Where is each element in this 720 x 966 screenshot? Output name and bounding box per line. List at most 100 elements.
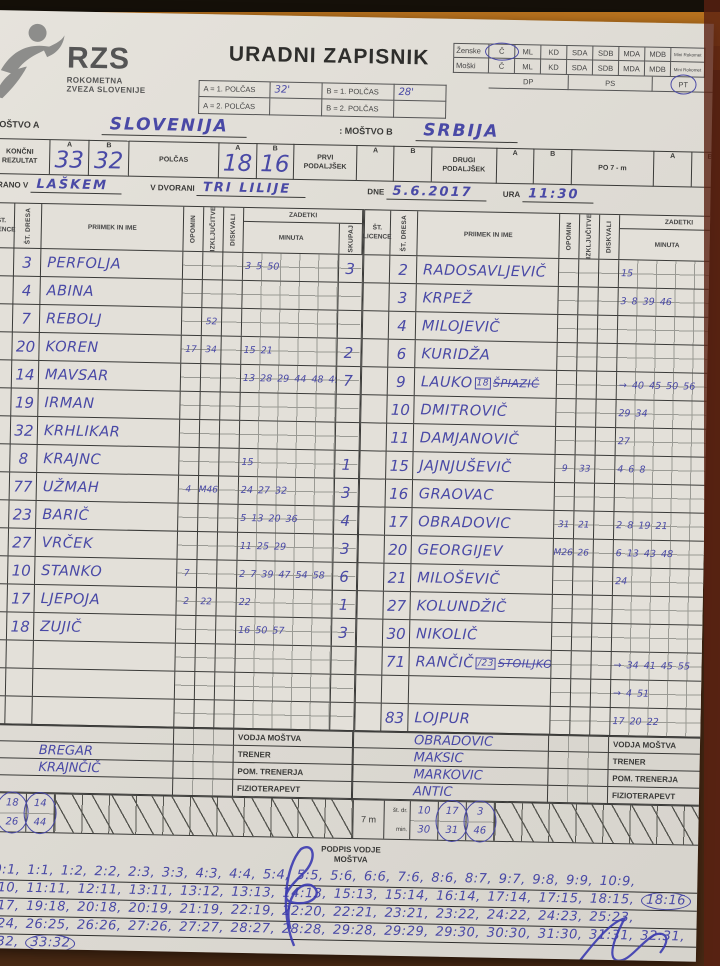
player-name: LOJPUR — [408, 704, 551, 734]
license-cell — [363, 283, 390, 311]
warning-cell — [174, 671, 196, 700]
disqualification-cell — [221, 336, 242, 364]
player-name: MILOŠEVIČ — [410, 564, 554, 594]
player-name: KOLUNDŽIČ — [410, 592, 553, 622]
goals-total — [708, 597, 714, 626]
goals-total — [713, 345, 714, 374]
disqualification-cell — [595, 455, 616, 484]
player-name: REBOLJ — [39, 304, 183, 335]
disqualification-cell — [594, 483, 616, 512]
license-cell — [0, 331, 13, 360]
handball-player-icon — [0, 23, 65, 99]
disqualification-cell — [216, 588, 237, 616]
suspension-cell — [200, 392, 221, 420]
jersey-number: 11 — [386, 423, 415, 452]
jersey-number: 30 — [382, 619, 411, 648]
jersey-number: 71 — [382, 647, 410, 676]
goal-minutes: → 40 45 50 56 — [616, 372, 714, 401]
disqualification-cell — [218, 504, 239, 532]
suspension-cell — [198, 504, 219, 532]
goals-total: 4 — [709, 513, 714, 542]
disqualification-cell — [596, 371, 618, 400]
goals-total — [330, 702, 353, 731]
goal-minutes: 22 — [236, 588, 333, 618]
goals-total — [707, 625, 714, 654]
cat-cell: MDB — [645, 46, 672, 63]
hatched-unused-cells — [494, 802, 714, 846]
team-a-name: SLOVENIJA — [101, 114, 247, 138]
hatched-unused-cells — [54, 794, 354, 839]
cat-cell: SDB — [592, 60, 620, 77]
goal-minutes — [242, 280, 339, 310]
cat-cell: ML — [515, 44, 542, 60]
goal-minutes: → 4 51 — [610, 680, 708, 709]
official-role-label: POM. TRENERJA — [607, 769, 714, 790]
goal-minutes — [614, 484, 711, 513]
suspension-cell — [571, 623, 593, 651]
suspension-cell — [199, 420, 221, 448]
warning-cell — [558, 258, 580, 287]
warning-cell — [552, 566, 574, 595]
suspension-cell: 22 — [196, 588, 217, 616]
suspension-cell — [574, 483, 596, 511]
warning-cell — [175, 615, 197, 644]
warning-cell: 7 — [176, 559, 198, 588]
warning-cell — [179, 419, 201, 448]
warning-cell — [179, 447, 200, 476]
player-name: DMITROVIČ — [414, 396, 557, 426]
player-name: ZUJIČ — [33, 612, 177, 643]
disqualification-cell — [597, 315, 619, 344]
team-a-label: MOŠTVO A — [0, 119, 40, 130]
player-name: KRAJNC — [37, 444, 180, 475]
row-moski-label: Moški — [452, 57, 490, 74]
goal-minutes — [611, 624, 709, 653]
player-name: GRAOVAC — [412, 480, 556, 510]
goals-total — [330, 674, 354, 703]
disqualification-cell — [221, 308, 243, 336]
date-label: DNE — [367, 187, 385, 197]
goal-minutes — [235, 644, 332, 674]
goal-minutes: 15 — [239, 448, 336, 478]
license-cell — [362, 311, 390, 339]
warning-cell — [180, 363, 202, 392]
license-cell — [0, 415, 12, 444]
license-cell — [355, 703, 382, 731]
disqualification-cell — [215, 616, 237, 644]
suspension-cell — [194, 672, 216, 700]
cat-cell: Č — [488, 58, 516, 75]
suspension-cell — [195, 616, 217, 644]
jersey-number: 21 — [383, 563, 412, 592]
warning-cell — [555, 426, 577, 455]
suspension-cell — [197, 532, 219, 560]
circled-final-score: 33:32 — [25, 933, 76, 953]
license-cell — [0, 359, 13, 388]
cat-cell-mini: Mini Rokomet — [671, 47, 706, 63]
goal-minutes: 3 5 50 — [242, 252, 340, 282]
goal-minutes — [617, 316, 714, 345]
disqualification-cell — [592, 595, 613, 624]
disqualification-cell — [591, 651, 612, 680]
disqualification-cell — [593, 511, 615, 540]
suspension-cell — [196, 560, 218, 588]
goal-minutes — [234, 672, 332, 702]
suspension-cell — [576, 371, 598, 399]
goals-total: 3 — [334, 478, 358, 507]
match-report-form: RZS ROKOMETNA ZVEZA SLOVENIJE URADNI ZAP… — [0, 10, 714, 962]
disqualification-cell — [222, 252, 244, 280]
hall-value: TRI LILIJE — [196, 179, 306, 199]
warning-cell — [550, 678, 572, 707]
team-b-rows: 2 RADOSAVLJEVIČ 15 1 3 KRPEŽ 3 8 39 46 — [355, 255, 714, 739]
team-a-roster-table: ŠT. LICENCE ŠT. DRESA PRIIMEK IN IME OPOM… — [0, 201, 365, 732]
suspension-cell — [202, 252, 224, 280]
suspension-cell: 26 — [573, 539, 594, 567]
jersey-number: 9 — [387, 367, 416, 396]
second-overtime-label: DRUGI PODALJŠEK — [431, 146, 498, 184]
cat-cell: MDB — [644, 61, 672, 78]
suspension-cell — [571, 651, 592, 679]
jersey-number: 3 — [13, 248, 42, 276]
group-dp: DP — [488, 73, 569, 91]
license-cell — [359, 479, 387, 507]
hall-label: V DVORANI — [150, 183, 195, 193]
jersey-number: 19 — [11, 388, 39, 416]
goals-total — [337, 310, 361, 339]
